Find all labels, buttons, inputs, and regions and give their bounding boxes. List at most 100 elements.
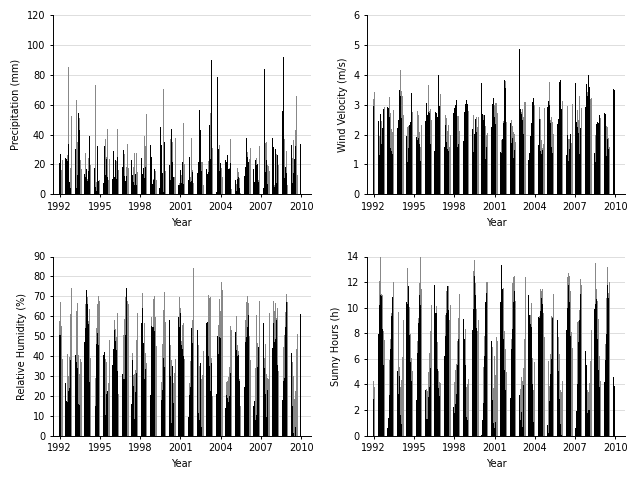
Bar	[467, 420, 468, 436]
Bar	[191, 180, 192, 194]
Bar	[190, 387, 191, 436]
Bar	[492, 347, 493, 436]
Bar	[404, 131, 405, 194]
Bar	[374, 92, 375, 194]
Bar	[521, 114, 522, 194]
Bar	[569, 139, 570, 194]
Bar	[530, 136, 531, 194]
Bar	[202, 364, 203, 436]
Bar	[142, 293, 143, 436]
Bar	[290, 306, 291, 436]
Bar	[528, 144, 529, 194]
Bar	[595, 304, 596, 436]
Bar	[429, 111, 430, 194]
Bar	[594, 309, 595, 436]
Bar	[550, 374, 551, 436]
Bar	[255, 159, 256, 194]
Bar	[104, 146, 105, 194]
Bar	[524, 102, 525, 194]
Bar	[404, 339, 405, 436]
Bar	[597, 301, 598, 436]
Bar	[100, 179, 101, 194]
Bar	[428, 85, 429, 194]
Bar	[552, 318, 553, 436]
Bar	[296, 151, 297, 194]
Bar	[230, 372, 231, 436]
Bar	[538, 317, 539, 436]
X-axis label: Year: Year	[486, 217, 506, 228]
Bar	[421, 289, 422, 436]
Bar	[428, 372, 429, 436]
Bar	[117, 313, 118, 436]
Bar	[116, 337, 117, 436]
Bar	[491, 333, 492, 436]
Bar	[439, 127, 440, 194]
Bar	[145, 369, 146, 436]
Bar	[491, 127, 492, 194]
Bar	[197, 330, 198, 436]
Bar	[143, 343, 144, 436]
Bar	[552, 122, 553, 194]
Bar	[462, 308, 463, 436]
Bar	[169, 320, 170, 436]
Bar	[612, 364, 613, 436]
Bar	[376, 118, 378, 194]
Bar	[391, 316, 392, 436]
Bar	[90, 165, 91, 194]
Bar	[285, 176, 286, 194]
Bar	[521, 112, 522, 194]
Bar	[290, 326, 291, 436]
Bar	[142, 308, 143, 436]
Bar	[221, 339, 222, 436]
Bar	[422, 303, 423, 436]
Bar	[488, 145, 489, 194]
Bar	[299, 324, 300, 436]
Bar	[479, 355, 480, 436]
Bar	[227, 156, 228, 194]
Bar	[604, 382, 605, 436]
Bar	[295, 391, 296, 436]
Bar	[136, 153, 137, 194]
Bar	[513, 132, 514, 194]
Bar	[510, 398, 511, 436]
Bar	[226, 162, 227, 194]
Bar	[473, 310, 474, 436]
Bar	[376, 337, 378, 436]
Bar	[416, 137, 417, 194]
Bar	[534, 105, 535, 194]
Bar	[218, 153, 219, 194]
Bar	[431, 305, 432, 436]
Bar	[272, 348, 273, 436]
Bar	[383, 365, 384, 436]
Bar	[173, 403, 174, 436]
Bar	[269, 413, 270, 436]
Bar	[446, 143, 447, 194]
Bar	[236, 316, 237, 436]
Bar	[281, 385, 282, 436]
Bar	[580, 294, 581, 436]
Bar	[165, 171, 166, 194]
Bar	[491, 340, 492, 436]
Bar	[468, 409, 469, 436]
Bar	[274, 187, 275, 194]
Bar	[587, 96, 588, 194]
Bar	[281, 174, 282, 194]
Bar	[273, 147, 274, 194]
Bar	[130, 367, 131, 436]
Bar	[486, 293, 487, 436]
Bar	[392, 154, 393, 194]
Bar	[579, 154, 580, 194]
Bar	[430, 109, 431, 194]
Bar	[115, 160, 116, 194]
Bar	[166, 308, 167, 436]
Bar	[112, 179, 113, 194]
Bar	[430, 331, 431, 436]
Bar	[443, 385, 444, 436]
Bar	[210, 297, 211, 436]
Bar	[419, 144, 420, 194]
Bar	[99, 301, 100, 436]
Bar	[540, 311, 541, 436]
Bar	[117, 129, 118, 194]
Bar	[427, 419, 428, 436]
Bar	[169, 302, 170, 436]
